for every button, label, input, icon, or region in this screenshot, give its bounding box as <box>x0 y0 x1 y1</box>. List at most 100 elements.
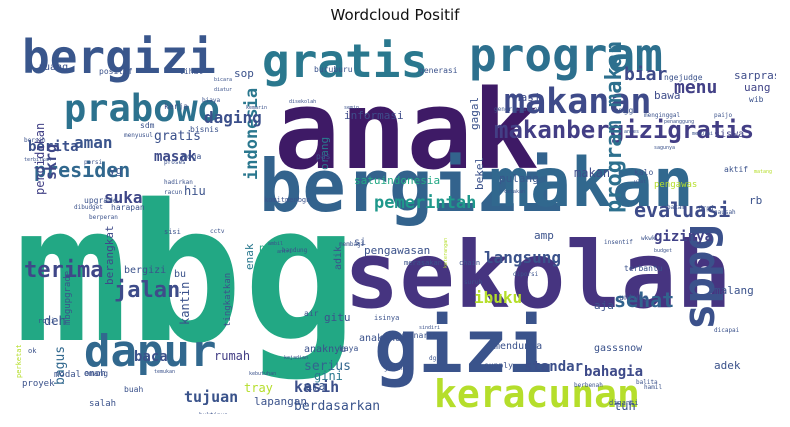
word-anies: anies <box>624 129 640 135</box>
word-sop: sop <box>234 67 254 80</box>
word-yg: yg <box>109 164 123 177</box>
word-rb: rb <box>749 194 763 207</box>
word-kerja: kerja <box>164 102 189 111</box>
word-bawa: bawa <box>654 89 681 102</box>
word-rumah: rumah <box>214 349 251 363</box>
word-gratis: gratis <box>154 129 201 144</box>
word-matang: matang <box>754 169 773 175</box>
word-pengawasan: pengawasan <box>364 244 431 257</box>
word-makanbergizigratis: makanbergizigratis <box>494 116 755 144</box>
word-sehat: sehat <box>614 288 675 312</box>
word-hadirkan: hadirkan <box>164 179 193 186</box>
word-semin: semin <box>344 105 360 111</box>
word-porsi: porsi <box>84 159 103 166</box>
word-gausah: gausah <box>714 209 736 216</box>
word-kebutuhan: kebutuhan <box>249 371 277 377</box>
word-amp: amp <box>534 229 554 242</box>
word-suruh: suruh <box>464 279 483 286</box>
word-penanggung: penanggung <box>664 119 695 125</box>
word-omgg: omgg <box>614 106 634 115</box>
word-biaya: biaya <box>202 97 221 104</box>
word-buktinya: buktinya <box>199 413 228 415</box>
word-terbitkan: terbitkan <box>24 157 52 163</box>
word-bicara: bicara <box>214 77 233 83</box>
word-uang: uang <box>744 81 771 94</box>
word-bekel: bekel <box>473 156 486 190</box>
word-perketat: perketat <box>15 344 23 378</box>
word-emang: emang <box>84 369 109 378</box>
word-tujuan: tujuan <box>184 388 239 406</box>
word-adek: adek <box>714 359 741 372</box>
word-mbgupgrade: mbgupgrade <box>63 270 73 325</box>
word-wkwk: wkwk <box>641 235 656 242</box>
word-sisi: sisi <box>164 228 181 236</box>
word-memulai: memulai <box>692 131 714 137</box>
word-aktif: aktif <box>724 165 749 174</box>
word-bu: bu <box>174 269 187 280</box>
word-diatur: diatur <box>214 87 233 93</box>
word-upgrade: upgrade <box>84 196 118 205</box>
word-menginggal: menginggal <box>644 112 681 119</box>
word-anaknya: anaknya <box>304 344 347 355</box>
word-cctv: cctv <box>210 228 225 235</box>
word-kantin: kantin <box>178 281 192 325</box>
word-racun: racun <box>164 189 183 196</box>
word-bergizi: bergizi <box>259 144 563 228</box>
word-indonesia: indonesia <box>242 87 262 180</box>
chart-title: Wordcloud Positif <box>330 6 460 24</box>
word-membagi: membagi <box>339 241 365 248</box>
word-mendunia: mendunia <box>494 341 543 352</box>
word-budget: budget <box>654 248 673 254</box>
word-nasi: nasi <box>514 91 541 104</box>
word-supply: supply <box>484 361 513 370</box>
word-gagal: gagal <box>468 96 481 130</box>
word-balita: balita <box>636 379 658 386</box>
word-pemerintah: pemerintah <box>374 193 477 213</box>
word-sindiri: sindiri <box>419 325 441 331</box>
word-komitmenbgn: komitmenbgn <box>264 196 311 204</box>
word-berdasarkan: berdasarkan <box>294 399 381 414</box>
word-serius: serius <box>304 359 351 374</box>
word-batam: batam <box>667 204 686 211</box>
word-siswa: siswa <box>714 129 745 140</box>
word-jalan: jalan <box>114 278 181 303</box>
word-masak: masak <box>154 149 197 165</box>
word-ok: ok <box>28 347 37 355</box>
word-paijo: paijo <box>714 112 733 119</box>
word-standar: standar <box>524 359 584 375</box>
word-pulang: pulang <box>499 172 539 185</box>
word-enak: enak <box>243 243 256 271</box>
word-ibuku: ibuku <box>474 288 523 307</box>
word-harapan: harapan <box>111 203 145 212</box>
word-anakanak: anakanak <box>359 333 408 344</box>
word-chain: chain <box>459 259 481 267</box>
word-bersih: bersih <box>24 137 46 144</box>
word-terima: terima <box>24 258 104 283</box>
word-presiden: presiden <box>34 158 131 182</box>
word-gitu: gitu <box>324 311 351 324</box>
word-dapur: dapur <box>84 326 217 377</box>
word-mbg: mbg <box>14 164 358 385</box>
word-onoh: onoh <box>84 369 106 379</box>
word-makan: makan <box>489 144 694 223</box>
word-proses: proses <box>164 159 186 166</box>
word-hamil: hamil <box>644 384 663 391</box>
word-menu: menu <box>674 77 718 98</box>
word-cetakan: cetakan <box>504 189 526 195</box>
word-ulat: ulat <box>634 179 647 185</box>
word-drpd: drpd <box>699 205 714 212</box>
word-baca: baca <box>134 349 168 365</box>
word-program: program <box>469 30 663 82</box>
word-pas: pas <box>316 152 331 161</box>
word-kasih: kasih <box>294 378 340 396</box>
word-bandung: bandung <box>282 247 308 254</box>
word-pengawas: pengawas <box>654 180 698 190</box>
word-modal: modal <box>54 370 82 380</box>
word-sarpras: sarpras <box>734 69 776 82</box>
word-terbantu: terbantu <box>624 264 663 273</box>
word-dicapai: dicapai <box>714 327 740 334</box>
word-malang: malang <box>714 284 754 297</box>
word-roti: roti <box>38 317 55 325</box>
word-makan: makan <box>574 166 611 180</box>
word-si: si <box>354 237 367 248</box>
